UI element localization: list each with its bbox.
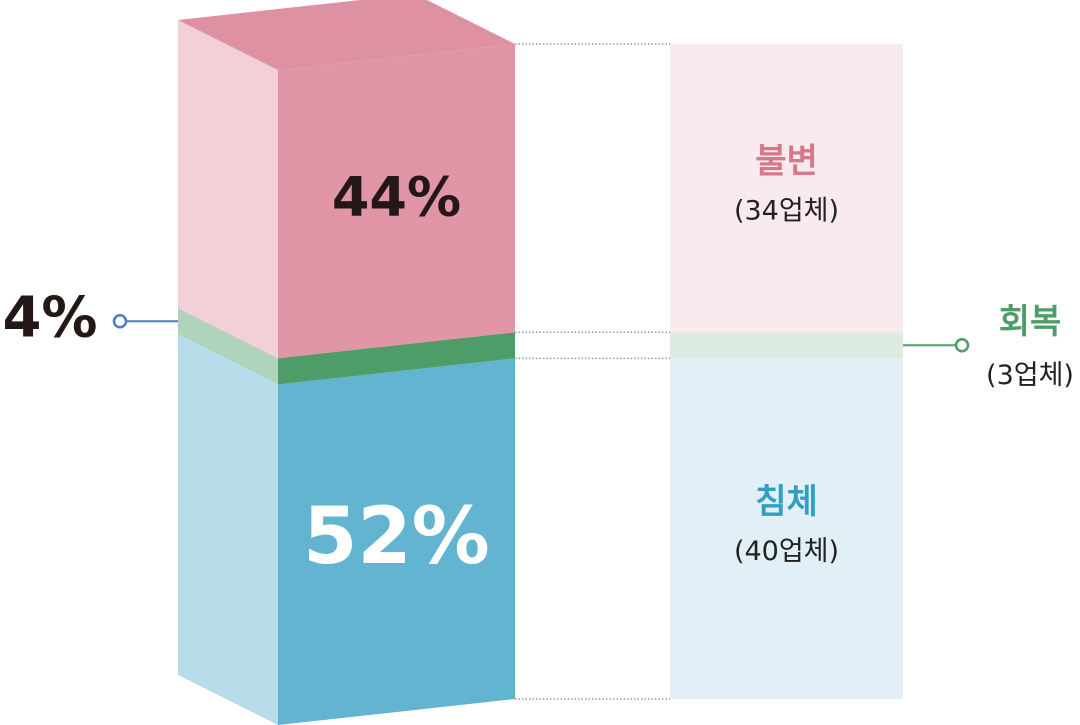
bar-side bbox=[178, 308, 278, 385]
series-name: 회복 bbox=[999, 302, 1062, 342]
series-sublabel: (3업체) bbox=[986, 360, 1074, 391]
bar-front bbox=[278, 358, 515, 725]
bar-side bbox=[178, 20, 278, 359]
bar-side bbox=[178, 334, 278, 725]
panel-band bbox=[670, 332, 903, 359]
leader-dot bbox=[954, 338, 970, 353]
value-label: 4% bbox=[2, 285, 97, 350]
bar-front bbox=[278, 332, 515, 385]
bar-top bbox=[178, 0, 515, 70]
bar-front bbox=[278, 44, 515, 359]
series-sublabel: (40업체) bbox=[734, 536, 839, 567]
value-label: 52% bbox=[303, 492, 490, 582]
panel-band bbox=[670, 44, 903, 333]
value-label: 44% bbox=[332, 166, 461, 229]
panel-band bbox=[670, 358, 903, 699]
series-name: 침체 bbox=[755, 482, 818, 522]
series-sublabel: (34업체) bbox=[734, 196, 839, 227]
leader-dot bbox=[112, 314, 128, 329]
series-name: 불변 bbox=[755, 142, 818, 182]
